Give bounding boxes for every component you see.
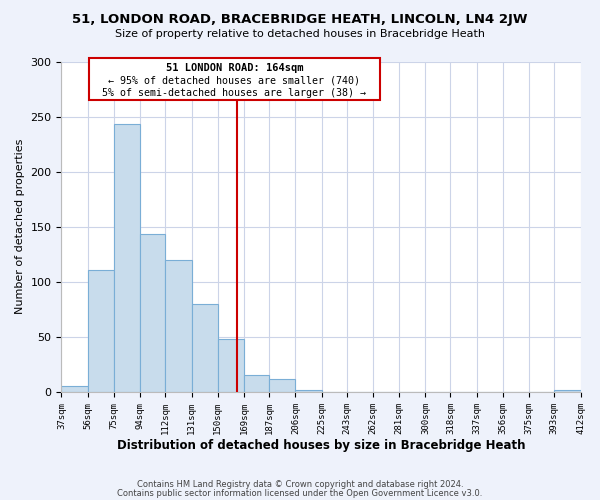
- Bar: [88, 270, 114, 392]
- Bar: [191, 304, 218, 392]
- Text: Contains HM Land Registry data © Crown copyright and database right 2024.: Contains HM Land Registry data © Crown c…: [137, 480, 463, 489]
- Bar: [218, 339, 244, 392]
- Bar: [61, 386, 88, 392]
- Text: ← 95% of detached houses are smaller (740): ← 95% of detached houses are smaller (74…: [109, 76, 361, 86]
- FancyBboxPatch shape: [89, 58, 380, 100]
- Text: Size of property relative to detached houses in Bracebridge Heath: Size of property relative to detached ho…: [115, 29, 485, 39]
- Bar: [554, 390, 581, 392]
- Text: Contains public sector information licensed under the Open Government Licence v3: Contains public sector information licen…: [118, 488, 482, 498]
- Bar: [114, 124, 140, 392]
- Text: 5% of semi-detached houses are larger (38) →: 5% of semi-detached houses are larger (3…: [103, 88, 367, 98]
- Y-axis label: Number of detached properties: Number of detached properties: [15, 139, 25, 314]
- X-axis label: Distribution of detached houses by size in Bracebridge Heath: Distribution of detached houses by size …: [117, 440, 525, 452]
- Text: 51, LONDON ROAD, BRACEBRIDGE HEATH, LINCOLN, LN4 2JW: 51, LONDON ROAD, BRACEBRIDGE HEATH, LINC…: [72, 12, 528, 26]
- Text: 51 LONDON ROAD: 164sqm: 51 LONDON ROAD: 164sqm: [166, 62, 303, 72]
- Bar: [165, 260, 191, 392]
- Bar: [269, 379, 295, 392]
- Bar: [295, 390, 322, 392]
- Bar: [244, 376, 269, 392]
- Bar: [140, 234, 165, 392]
